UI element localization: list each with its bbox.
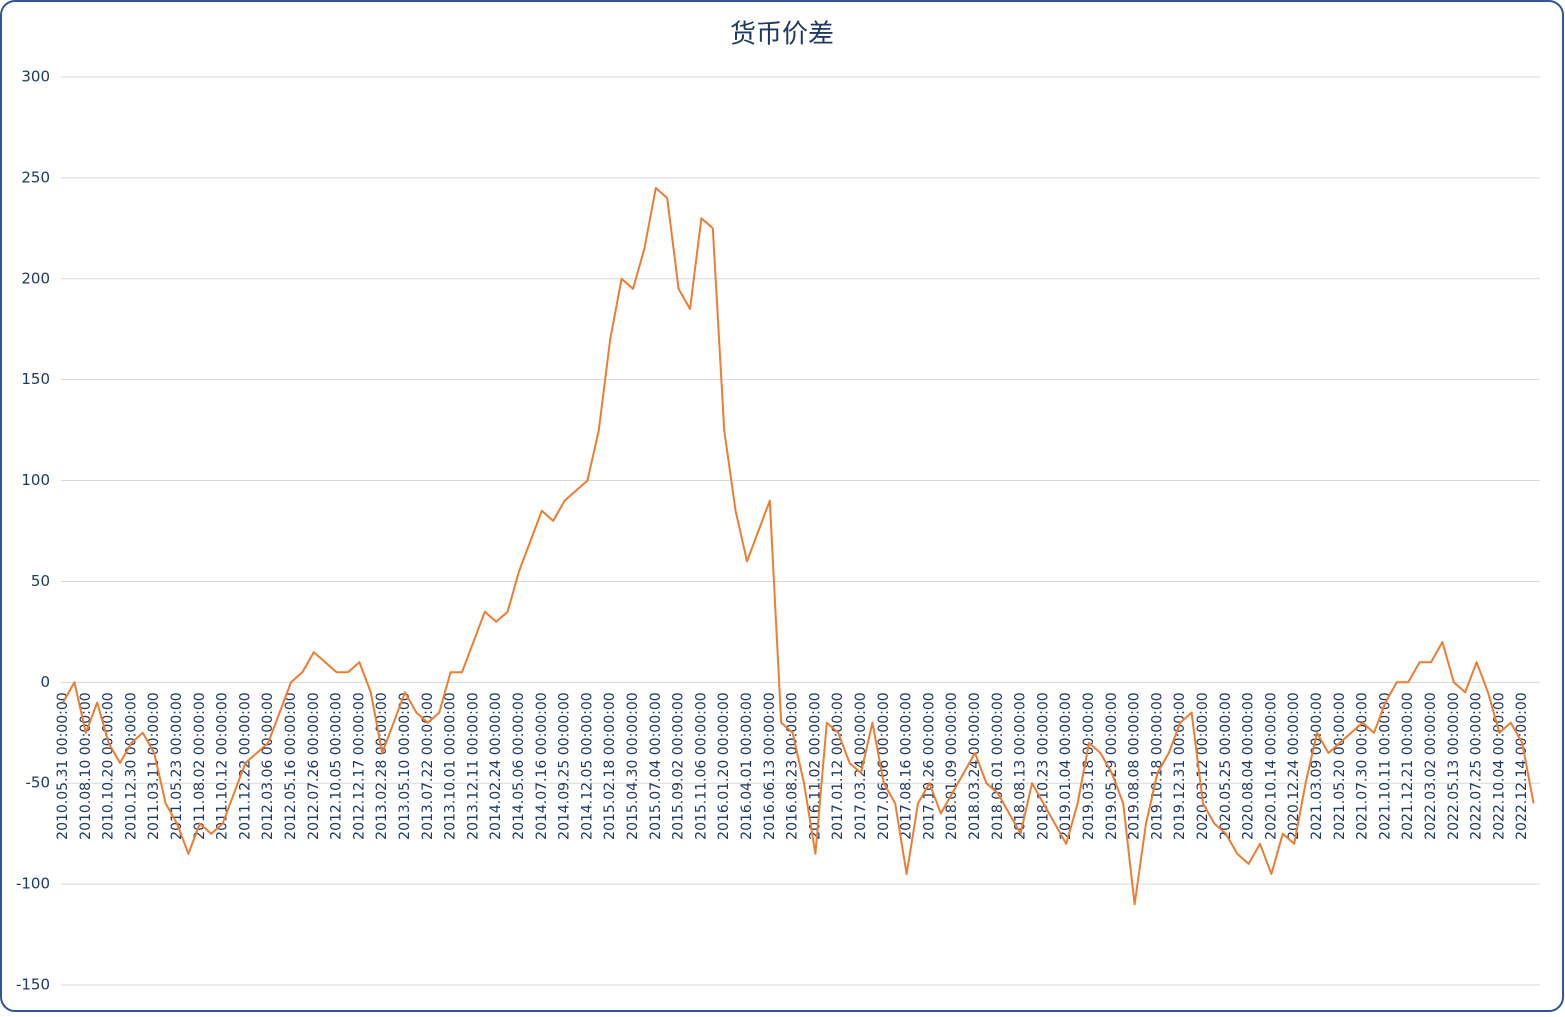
y-tick-label: -100 (16, 875, 50, 893)
x-tick-label: 2020.12.24 00:00:00 (1286, 692, 1302, 840)
x-tick-label: 2015.04.30 00:00:00 (625, 692, 641, 840)
x-tick-label: 2021.03.09 00:00:00 (1309, 692, 1325, 840)
y-tick-label: 300 (21, 68, 50, 86)
x-tick-label: 2011.08.02 00:00:00 (192, 692, 208, 840)
x-tick-label: 2020.03.12 00:00:00 (1195, 692, 1211, 840)
x-tick-label: 2014.05.06 00:00:00 (511, 692, 527, 840)
x-tick-label: 2012.05.16 00:00:00 (283, 692, 299, 840)
x-tick-label: 2018.08.13 00:00:00 (1013, 692, 1029, 840)
x-tick-label: 2012.12.17 00:00:00 (351, 692, 367, 840)
x-tick-label: 2010.05.31 00:00:00 (55, 692, 71, 840)
x-tick-label: 2013.12.11 00:00:00 (465, 692, 481, 840)
y-tick-label: -150 (16, 976, 50, 994)
x-tick-label: 2014.12.05 00:00:00 (579, 692, 595, 840)
x-tick-label: 2020.08.04 00:00:00 (1241, 692, 1257, 840)
x-tick-label: 2013.02.28 00:00:00 (374, 692, 390, 840)
x-tick-label: 2013.10.01 00:00:00 (443, 692, 459, 840)
x-tick-label: 2021.12.21 00:00:00 (1400, 692, 1416, 840)
x-tick-label: 2012.10.05 00:00:00 (329, 692, 345, 840)
x-tick-label: 2017.01.12 00:00:00 (830, 692, 846, 840)
y-tick-label: 200 (21, 269, 50, 287)
x-tick-label: 2022.05.13 00:00:00 (1446, 692, 1462, 840)
y-tick-label: 50 (31, 572, 50, 590)
x-tick-label: 2011.03.11 00:00:00 (146, 692, 162, 840)
y-tick-label: 150 (21, 370, 50, 388)
x-tick-label: 2019.12.31 00:00:00 (1172, 692, 1188, 840)
x-tick-label: 2017.03.24 00:00:00 (853, 692, 869, 840)
x-tick-label: 2015.07.04 00:00:00 (648, 692, 664, 840)
y-tick-label: -50 (26, 774, 51, 792)
x-tick-label: 2016.01.20 00:00:00 (716, 692, 732, 840)
x-tick-label: 2019.10.18 00:00:00 (1149, 692, 1165, 840)
x-tick-label: 2016.06.13 00:00:00 (762, 692, 778, 840)
x-tick-label: 2017.06.06 00:00:00 (876, 692, 892, 840)
x-tick-label: 2019.05.29 00:00:00 (1104, 692, 1120, 840)
x-tick-label: 2020.10.14 00:00:00 (1263, 692, 1279, 840)
x-tick-label: 2010.08.10 00:00:00 (78, 692, 94, 840)
x-tick-label: 2018.03.24 00:00:00 (967, 692, 983, 840)
x-tick-label: 2014.07.16 00:00:00 (534, 692, 550, 840)
x-tick-label: 2010.10.20 00:00:00 (101, 692, 117, 840)
y-tick-label: 250 (21, 168, 50, 186)
x-tick-label: 2015.09.02 00:00:00 (671, 692, 687, 840)
x-tick-label: 2013.05.10 00:00:00 (397, 692, 413, 840)
x-tick-label: 2017.10.26 00:00:00 (921, 692, 937, 840)
y-tick-label: 0 (40, 673, 50, 691)
y-tick-label: 100 (21, 471, 50, 489)
x-tick-label: 2022.12.14 00:00:00 (1514, 692, 1530, 840)
x-tick-label: 2017.08.16 00:00:00 (899, 692, 915, 840)
data-line (62, 187, 1535, 906)
x-tick-label: 2011.10.12 00:00:00 (215, 692, 231, 840)
x-tick-label: 2019.03.18 00:00:00 (1081, 692, 1097, 840)
x-tick-label: 2021.07.30 00:00:00 (1355, 692, 1371, 840)
x-tick-label: 2022.07.25 00:00:00 (1469, 692, 1485, 840)
x-tick-label: 2021.10.11 00:00:00 (1377, 692, 1393, 840)
x-tick-label: 2015.11.06 00:00:00 (693, 692, 709, 840)
x-tick-label: 2015.02.18 00:00:00 (602, 692, 618, 840)
x-tick-label: 2016.04.01 00:00:00 (739, 692, 755, 840)
x-tick-label: 2019.01.04 00:00:00 (1058, 692, 1074, 840)
x-tick-label: 2013.07.22 00:00:00 (420, 692, 436, 840)
x-tick-label: 2014.02.24 00:00:00 (488, 692, 504, 840)
x-tick-label: 2012.03.06 00:00:00 (260, 692, 276, 840)
x-tick-label: 2018.06.01 00:00:00 (990, 692, 1006, 840)
x-tick-label: 2018.10.23 00:00:00 (1035, 692, 1051, 840)
x-tick-label: 2011.05.23 00:00:00 (169, 692, 185, 840)
x-tick-label: 2011.12.22 00:00:00 (237, 692, 253, 840)
x-tick-label: 2010.12.30 00:00:00 (123, 692, 139, 840)
x-tick-label: 2021.05.20 00:00:00 (1332, 692, 1348, 840)
x-tick-label: 2019.08.08 00:00:00 (1127, 692, 1143, 840)
x-tick-label: 2020.05.25 00:00:00 (1218, 692, 1234, 840)
x-tick-label: 2014.09.25 00:00:00 (557, 692, 573, 840)
x-tick-label: 2018.01.09 00:00:00 (944, 692, 960, 840)
x-tick-label: 2022.03.02 00:00:00 (1423, 692, 1439, 840)
x-tick-label: 2012.07.26 00:00:00 (306, 692, 322, 840)
chart-title: 货币价差 (730, 20, 834, 50)
x-tick-label: 2016.08.23 00:00:00 (785, 692, 801, 840)
